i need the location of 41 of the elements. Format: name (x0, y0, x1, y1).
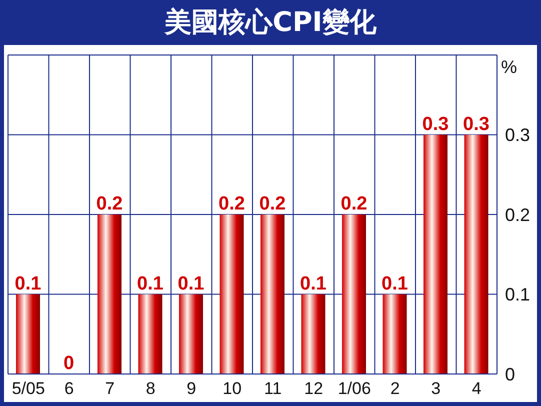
data-label: 0.3 (422, 114, 449, 135)
x-tick-label: 3 (431, 379, 441, 398)
data-label: 0.1 (14, 273, 42, 294)
x-tick-label: 1/06 (338, 379, 371, 398)
x-tick-label: 2 (390, 379, 400, 398)
bar (220, 214, 244, 374)
x-tick-label: 4 (472, 379, 482, 398)
y-tick-label: 0.1 (505, 284, 530, 305)
data-label: 0.2 (340, 194, 368, 214)
bar (464, 134, 488, 374)
data-label: 0.1 (137, 273, 164, 294)
x-tick-label: 5/05 (12, 379, 45, 398)
x-tick-label: 8 (146, 379, 156, 398)
bar (138, 294, 162, 374)
bar (16, 294, 40, 374)
bar (301, 294, 326, 374)
data-label: 0.1 (300, 273, 327, 294)
y-axis-title: % (501, 57, 518, 78)
data-label: 0.2 (96, 194, 123, 214)
x-tick-label: 7 (105, 379, 115, 398)
data-label: 0.1 (178, 273, 205, 294)
x-tick-label: 6 (64, 379, 74, 398)
x-tick-label: 11 (264, 379, 282, 398)
bar (179, 294, 203, 374)
bar (382, 294, 407, 374)
data-label: 0 (63, 353, 74, 374)
bar (260, 214, 284, 374)
data-label: 0.2 (218, 194, 245, 214)
data-label: 0.3 (463, 114, 490, 135)
y-tick-label: 0 (505, 364, 516, 384)
bar (98, 214, 122, 374)
data-label: 0.2 (259, 194, 286, 214)
x-tick-label: 10 (222, 379, 242, 398)
x-tick-label: 12 (304, 379, 324, 398)
chart-title: 美國核心CPI變化 (163, 6, 378, 40)
data-label: 0.1 (382, 273, 408, 294)
x-tick-label: 9 (186, 379, 196, 398)
bar (342, 214, 366, 374)
y-tick-label: 0.2 (505, 204, 530, 225)
y-tick-label: 0.3 (505, 125, 530, 146)
bar (424, 134, 448, 374)
